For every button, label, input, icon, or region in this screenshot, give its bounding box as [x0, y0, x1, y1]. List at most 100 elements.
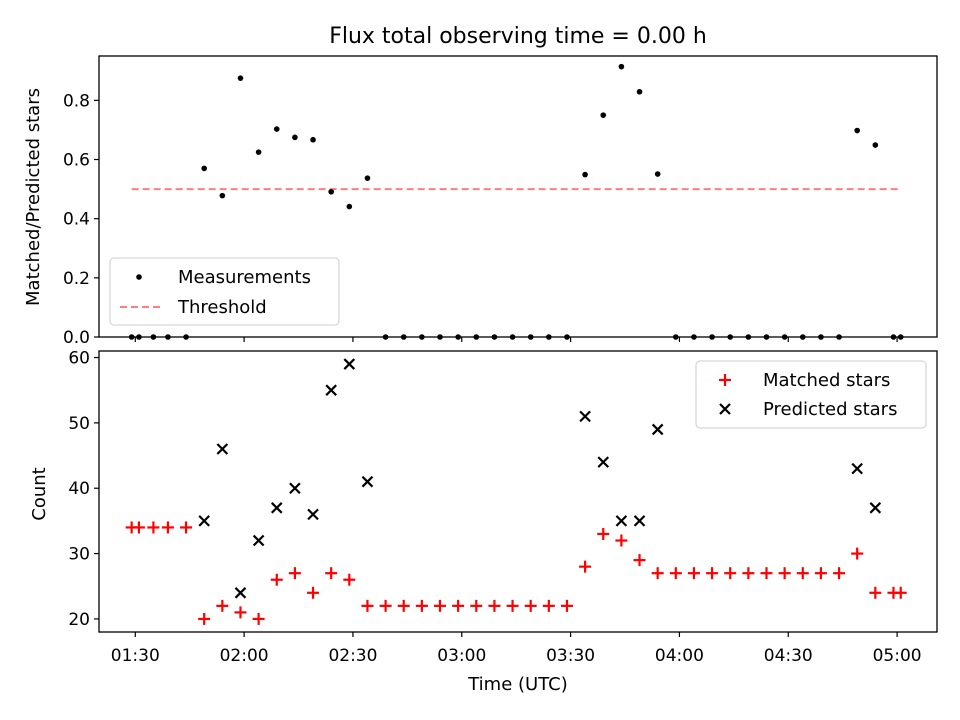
x-tick-label: 05:00	[873, 646, 922, 666]
matched-star-point	[470, 599, 483, 612]
top-panel-y-label: Matched/Predicted stars	[23, 88, 44, 306]
predicted-star-point	[289, 482, 301, 495]
matched-star-point	[597, 527, 610, 540]
predicted-star-point	[216, 443, 229, 455]
matched-star-point	[687, 567, 700, 580]
matched-star-point	[579, 560, 592, 573]
matched-star-point	[851, 547, 864, 560]
predicted-star-point	[270, 502, 283, 514]
bottom-panel-marks	[125, 358, 907, 625]
top-panel-y-ticks: 0.0 0.2 0.4 0.6 0.8	[63, 91, 99, 348]
predicted-star-point	[597, 456, 610, 468]
matched-star-point	[833, 567, 846, 580]
matched-star-point	[132, 521, 145, 534]
measurement-point	[636, 88, 643, 95]
predicted-star-point	[234, 587, 247, 599]
y-tick-label: 30	[68, 545, 90, 565]
top-panel-frame	[98, 55, 938, 338]
measurement-point	[364, 175, 371, 181]
measurement-point	[201, 165, 208, 172]
predicted-star-point	[307, 508, 319, 521]
matched-star-point	[434, 599, 447, 612]
predicted-star-point	[252, 534, 265, 547]
bottom-panel-x-label: Time (UTC)	[467, 674, 568, 695]
matched-star-point	[651, 567, 664, 580]
top-legend: Measurements Threshold	[109, 257, 340, 326]
matched-star-point	[760, 567, 773, 580]
predicted-star-point	[869, 502, 882, 514]
measurement-point	[582, 171, 588, 178]
matched-star-point	[252, 612, 265, 625]
top-legend-box	[109, 257, 340, 326]
matched-star-point	[147, 521, 160, 534]
y-tick-label: 0.2	[63, 269, 90, 289]
bottom-panel: 20 30 40 50 60 01:30 02:00 02:30 03:00 03:30 04:0…	[29, 349, 938, 695]
measurement-point	[346, 203, 353, 210]
x-tick-label: 03:00	[437, 646, 486, 666]
predicted-star-point	[361, 475, 374, 488]
matched-star-point	[198, 612, 211, 625]
x-tick-label: 04:00	[655, 646, 704, 666]
legend-measurements-marker	[136, 274, 142, 280]
matched-star-point	[706, 567, 719, 580]
matched-star-point	[669, 567, 682, 580]
legend-predicted-label: Predicted stars	[763, 399, 897, 420]
matched-star-point	[796, 567, 809, 580]
legend-predicted-marker	[719, 403, 731, 415]
predicted-star-point	[851, 462, 863, 475]
measurement-point	[654, 171, 661, 177]
measurement-point	[255, 149, 262, 155]
bottom-panel-y-ticks: 20 30 40 50 60	[68, 349, 99, 630]
measurement-point	[273, 126, 280, 132]
matched-star-point	[814, 567, 827, 580]
top-panel-x-ticks	[134, 337, 898, 342]
y-tick-label: 60	[68, 349, 90, 369]
matched-star-point	[270, 573, 283, 586]
matched-star-point	[524, 599, 537, 612]
bottom-panel-frame	[98, 350, 938, 633]
bottom-panel-x-ticks: 01:30 02:00 02:30 03:00 03:30 04:00 04:30 05:00	[111, 632, 922, 666]
y-tick-label: 0.4	[63, 210, 90, 230]
x-tick-label: 02:30	[328, 646, 377, 666]
matched-star-point	[234, 606, 247, 619]
x-tick-label: 03:30	[546, 646, 595, 666]
legend-matched-label: Matched stars	[763, 370, 890, 391]
predicted-star-point	[343, 358, 356, 370]
matched-star-point	[415, 599, 428, 612]
matched-star-point	[361, 599, 374, 612]
y-tick-label: 40	[68, 479, 90, 499]
legend-matched-marker	[719, 374, 731, 386]
matched-star-point	[288, 567, 301, 580]
matched-star-point	[542, 599, 555, 612]
y-tick-label: 0.6	[63, 151, 90, 171]
measurement-point	[600, 112, 607, 118]
legend-measurements-label: Measurements	[178, 267, 311, 288]
matched-star-point	[216, 599, 229, 612]
measurement-point	[854, 127, 860, 134]
y-tick-label: 0.8	[63, 91, 90, 111]
matched-star-point	[778, 567, 791, 580]
bottom-legend: Matched stars Predicted stars	[695, 360, 927, 429]
matched-star-point	[397, 599, 410, 612]
matched-star-point	[343, 573, 356, 586]
predicted-star-point	[325, 384, 337, 396]
matched-star-point	[742, 567, 755, 580]
measurement-point	[618, 63, 625, 70]
matched-star-point	[633, 554, 646, 567]
y-tick-label: 20	[68, 610, 90, 630]
x-tick-label: 04:30	[764, 646, 813, 666]
predicted-star-point	[198, 515, 210, 527]
measurement-point	[328, 188, 334, 195]
matched-star-point	[452, 599, 465, 612]
x-tick-label: 02:00	[220, 646, 269, 666]
bottom-panel-y-label: Count	[29, 467, 50, 520]
matched-star-point	[379, 599, 392, 612]
y-tick-label: 0.0	[63, 328, 90, 348]
matched-star-point	[325, 567, 338, 580]
figure-title: Flux total observing time = 0.00 h	[329, 24, 707, 49]
measurement-point	[292, 134, 298, 141]
matched-star-point	[506, 599, 519, 612]
matched-star-point	[560, 599, 573, 612]
